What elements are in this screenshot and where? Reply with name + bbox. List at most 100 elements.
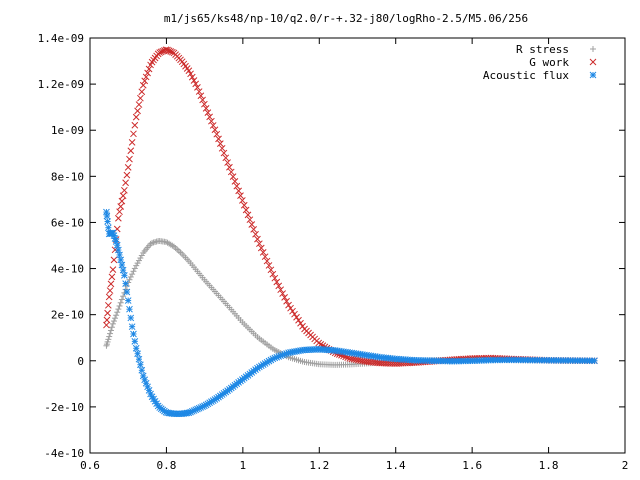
data-point: [115, 246, 122, 254]
data-point: [129, 271, 136, 278]
y-tick-label: 8e-10: [51, 170, 84, 183]
data-point: [118, 261, 126, 269]
data-point: [188, 73, 196, 81]
data-point: [107, 327, 114, 334]
x-tick-label: 0.8: [156, 459, 176, 472]
data-point: [118, 197, 126, 205]
data-point: [135, 101, 143, 108]
legend-label: G work: [529, 56, 569, 69]
data-point: [204, 109, 212, 116]
data-point: [128, 138, 136, 146]
data-point: [218, 144, 226, 152]
data-point: [133, 262, 140, 269]
data-point: [131, 265, 138, 272]
data-point: [105, 293, 113, 301]
data-point: [237, 192, 244, 199]
data-point: [263, 257, 271, 265]
y-tick-label: 4e-10: [51, 263, 84, 276]
data-point: [127, 314, 135, 322]
data-point: [233, 182, 241, 190]
data-point: [194, 84, 201, 91]
data-point: [118, 296, 125, 303]
y-tick-label: -4e-10: [44, 447, 84, 460]
data-point: [116, 208, 123, 216]
data-point: [134, 350, 141, 358]
data-point: [124, 297, 132, 304]
data-point: [130, 130, 137, 138]
data-point: [145, 387, 153, 394]
data-point: [122, 280, 129, 287]
data-point: [291, 310, 298, 318]
data-point: [185, 67, 193, 75]
data-point: [110, 256, 118, 264]
data-point: [591, 357, 598, 365]
data-point: [215, 135, 222, 143]
data-point: [227, 168, 235, 176]
data-point: [123, 288, 131, 296]
data-point: [285, 301, 292, 309]
data-point: [107, 280, 115, 288]
data-point: [216, 140, 224, 147]
x-tick-label: 1.2: [309, 459, 329, 472]
data-point: [289, 307, 296, 315]
data-point: [121, 186, 128, 194]
data-point: [130, 330, 137, 338]
data-point: [127, 273, 134, 280]
y-tick-label: 0: [77, 355, 84, 368]
data-point: [141, 77, 149, 85]
series-r-stress: [103, 238, 598, 368]
data-point: [117, 299, 124, 306]
data-point: [128, 323, 136, 331]
data-point: [131, 337, 139, 345]
data-point: [126, 305, 133, 313]
chart-title: m1/js65/ks48/np-10/q2.0/r-+.32-j80/logRh…: [164, 12, 528, 25]
data-point: [137, 361, 144, 369]
data-point: [201, 100, 208, 108]
data-point: [283, 297, 290, 305]
data-point: [132, 113, 140, 121]
legend-marker: [590, 46, 596, 52]
data-point: [120, 293, 127, 300]
data-point: [197, 92, 205, 100]
data-point: [104, 338, 111, 345]
data-point: [105, 336, 112, 343]
data-point: [108, 324, 115, 331]
x-tick-label: 0.6: [80, 459, 100, 472]
data-point: [209, 122, 217, 129]
data-point: [265, 262, 273, 269]
data-point: [119, 192, 127, 200]
data-point: [138, 252, 145, 259]
y-tick-label: 6e-10: [51, 216, 84, 229]
legend-label: R stress: [516, 43, 569, 56]
data-point: [126, 276, 133, 283]
plot-frame: [89, 37, 626, 454]
data-point: [126, 155, 133, 163]
data-point: [271, 274, 279, 282]
data-point: [131, 121, 139, 129]
data-point: [273, 278, 281, 286]
data-point: [239, 197, 246, 204]
data-point: [123, 171, 131, 179]
data-point: [113, 241, 121, 249]
data-point: [168, 48, 176, 56]
legend-label: Acoustic flux: [483, 69, 569, 82]
data-point: [130, 268, 137, 275]
data-point: [261, 253, 269, 261]
data-point: [137, 94, 144, 102]
data-point: [269, 270, 277, 278]
data-point: [134, 260, 141, 267]
data-point: [142, 379, 150, 387]
data-point: [124, 164, 132, 171]
data-point: [231, 178, 239, 185]
data-point: [121, 271, 128, 279]
y-tick-label: -2e-10: [44, 401, 84, 414]
data-point: [259, 248, 267, 256]
data-point: [109, 320, 116, 327]
data-point: [117, 256, 125, 264]
data-point: [109, 266, 117, 273]
data-point: [104, 301, 112, 309]
data-point: [132, 344, 140, 352]
y-tick-label: 2e-10: [51, 309, 84, 322]
